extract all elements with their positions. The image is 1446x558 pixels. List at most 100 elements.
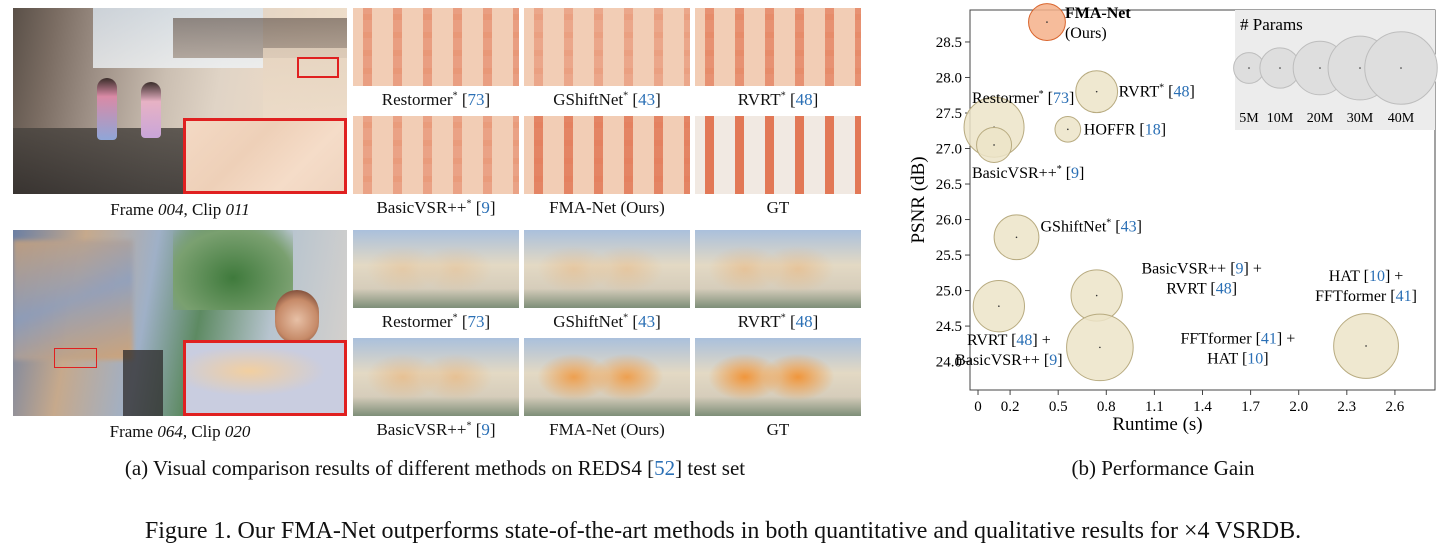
crop-caption: GT	[695, 198, 861, 218]
citation-link[interactable]: 43	[638, 312, 656, 331]
citation-link[interactable]: 9	[481, 420, 490, 439]
star-mark: *	[466, 420, 472, 432]
legend-size-label: 30M	[1347, 111, 1374, 126]
citation-link[interactable]: 10	[1369, 268, 1385, 285]
x-tick-label: 0.5	[1049, 399, 1068, 415]
star-mark: *	[623, 312, 629, 324]
star-mark: *	[780, 90, 786, 102]
x-tick-label: 2.6	[1386, 399, 1405, 415]
point-label-text: BasicVSR++	[955, 352, 1040, 369]
point-label-text: HAT	[1329, 268, 1360, 285]
bracket: [	[1252, 330, 1261, 347]
bracket: [	[1044, 90, 1053, 107]
subcaption-b: (b) Performance Gain	[1071, 456, 1255, 480]
point-label-text: (Ours)	[1065, 25, 1107, 42]
crop-caption: BasicVSR++* [9]	[376, 198, 496, 217]
star-mark: *	[1039, 89, 1044, 100]
crop-gshiftnet	[524, 230, 690, 308]
bracket: [	[1226, 261, 1235, 278]
citation-link[interactable]: 48	[1173, 84, 1189, 101]
y-tick-label: 24.0	[936, 355, 962, 371]
citation-link[interactable]: 43	[1121, 218, 1137, 235]
citation-link[interactable]: 43	[638, 90, 656, 109]
crop-rvrt	[695, 230, 861, 308]
citation-link[interactable]: 48	[795, 312, 813, 331]
point-label: GShiftNet* [43]	[1041, 217, 1142, 235]
y-tick-label: 28.0	[936, 70, 962, 86]
citation-link[interactable]: 48	[1016, 332, 1032, 349]
point-label: BasicVSR++* [9]	[972, 164, 1084, 182]
star-mark: *	[1057, 164, 1062, 175]
point-label: BasicVSR++ [9] +	[1141, 261, 1261, 278]
citation-link[interactable]: 9	[1071, 165, 1079, 182]
citation-link[interactable]: 10	[1247, 350, 1263, 367]
crop-gshiftnet	[524, 8, 690, 86]
citation-link[interactable]: 9	[481, 198, 490, 217]
crop-restormer	[353, 8, 519, 86]
star-mark: *	[452, 90, 458, 102]
bracket: [	[1238, 350, 1247, 367]
y-tick-label: 24.5	[936, 319, 962, 335]
citation-link[interactable]: 73	[467, 90, 485, 109]
crop-caption: FMA-Net (Ours)	[524, 198, 690, 218]
bubble-center	[1046, 21, 1048, 23]
citation-link[interactable]: 73	[1053, 90, 1069, 107]
bracket: [	[1040, 352, 1049, 369]
point-label: (Ours)	[1065, 25, 1107, 42]
point-label-text: BasicVSR++	[972, 165, 1057, 182]
citation-link[interactable]: 18	[1145, 121, 1161, 138]
point-label-text: FFTformer	[1180, 330, 1252, 347]
method-name: GT	[766, 198, 790, 217]
bubble-center	[1099, 346, 1101, 349]
tree-region	[173, 230, 293, 310]
bracket: ]	[1232, 281, 1237, 298]
crop-caption: GT	[695, 420, 861, 440]
x-tick-label: 0.2	[1001, 399, 1020, 415]
point-label: Restormer* [73]	[972, 89, 1074, 107]
subcaption-a: (a) Visual comparison results of differe…	[124, 456, 746, 480]
legend-size-label: 40M	[1388, 111, 1415, 126]
panel-a: Frame 004, Clip 011 Restormer* [73] GShif…	[0, 0, 870, 480]
citation-link[interactable]: 48	[1216, 281, 1232, 298]
bubble-center	[1365, 345, 1367, 347]
crop-caption: FMA-Net (Ours)	[524, 420, 690, 440]
crop-caption: RVRT* [48]	[737, 90, 819, 109]
legend-size-label: 5M	[1239, 111, 1259, 126]
point-label-text: RVRT	[1119, 84, 1160, 101]
y-tick-label: 25.0	[936, 284, 962, 300]
y-tick-label: 26.5	[936, 177, 962, 193]
bubble-center	[1095, 294, 1098, 297]
bubble-center	[993, 144, 995, 146]
zoom-inset-2	[183, 340, 347, 416]
method-name: GT	[766, 420, 790, 439]
point-label: BasicVSR++ [9]	[955, 352, 1062, 369]
citation-link[interactable]: 41	[1261, 330, 1277, 347]
bracket: ] +	[1244, 261, 1262, 278]
point-label-text: HOFFR	[1084, 121, 1136, 138]
bubble-center	[1095, 90, 1098, 93]
frame-caption-row1: Frame 004, Clip 011	[110, 200, 250, 219]
dark-stall-region	[123, 350, 163, 416]
crop-caption: GShiftNet* [43]	[553, 90, 661, 109]
method-name: Restormer	[381, 90, 453, 109]
bracket: ] +	[1032, 332, 1050, 349]
crop-caption: RVRT* [48]	[737, 312, 819, 331]
method-name: GShiftNet	[553, 312, 624, 331]
citation-link[interactable]: 9	[1236, 261, 1244, 278]
point-label-text: FMA-Net	[1065, 5, 1131, 22]
bubble-center	[1015, 236, 1018, 239]
citation-link[interactable]: 41	[1396, 288, 1412, 305]
bracket: [	[1206, 281, 1215, 298]
bracket: [	[1062, 165, 1071, 182]
point-label: HOFFR [18]	[1084, 121, 1166, 138]
y-tick-label: 27.0	[936, 142, 962, 158]
person-face	[275, 290, 319, 344]
citation-link[interactable]: 48	[795, 90, 813, 109]
x-axis-label: Runtime (s)	[1112, 414, 1202, 435]
method-name: FMA-Net (Ours)	[549, 198, 665, 217]
bracket: ]	[1161, 121, 1166, 138]
citation-link[interactable]: 73	[467, 312, 485, 331]
point-label-text: Restormer	[972, 90, 1039, 107]
crop-fma-net-ours-	[524, 116, 690, 194]
citation-link[interactable]: 9	[1049, 352, 1057, 369]
